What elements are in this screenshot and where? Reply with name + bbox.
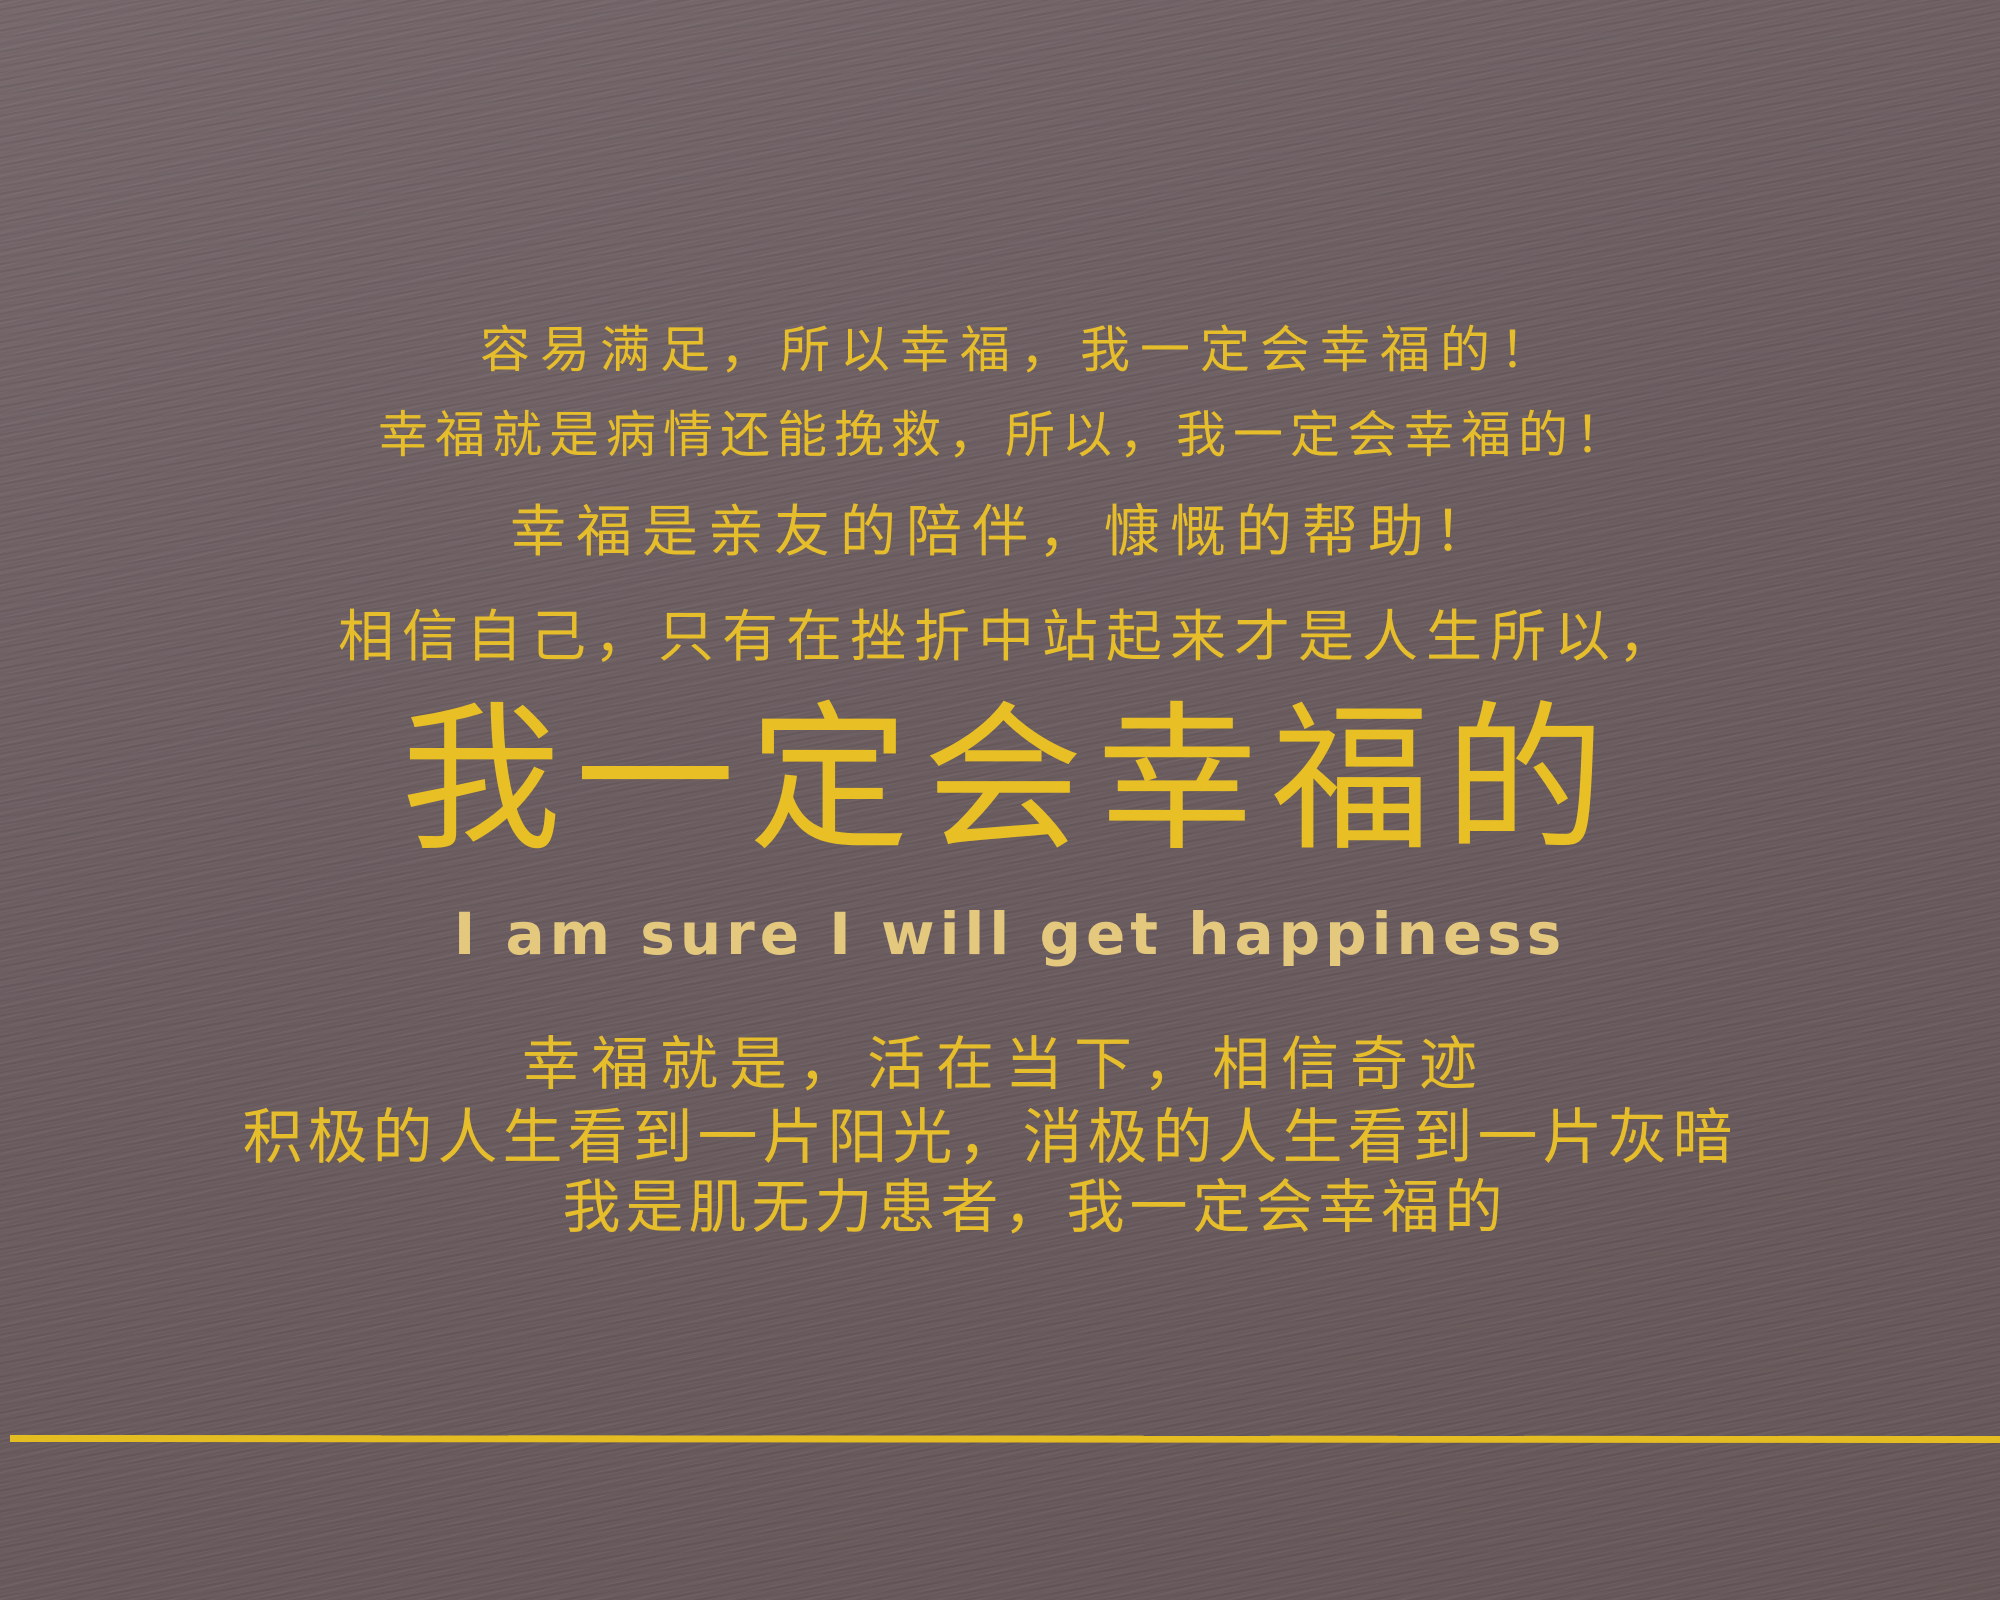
subtitle: I am sure I will get happiness <box>453 900 1567 968</box>
gold-divider-line <box>9 1435 2000 1444</box>
closing-line-2: 积极的人生看到一片阳光，消极的人生看到一片灰暗 <box>242 1103 1738 1173</box>
quote-line-3: 幸福是亲友的陪伴，慷慨的帮助！ <box>510 500 1500 565</box>
quote-line-1: 容易满足，所以幸福，我一定会幸福的！ <box>480 321 1560 379</box>
headline: 我一定会幸福的 <box>400 686 1619 873</box>
closing-line-1: 幸福就是，活在当下，相信奇迹 <box>521 1030 1488 1098</box>
quote-line-4: 相信自己，只有在挫折中站起来才是人生所以， <box>338 605 1682 670</box>
closing-line-3: 我是肌无力患者，我一定会幸福的 <box>562 1173 1508 1241</box>
quote-line-2: 幸福就是病情还能挽救，所以，我一定会幸福的！ <box>378 406 1632 464</box>
